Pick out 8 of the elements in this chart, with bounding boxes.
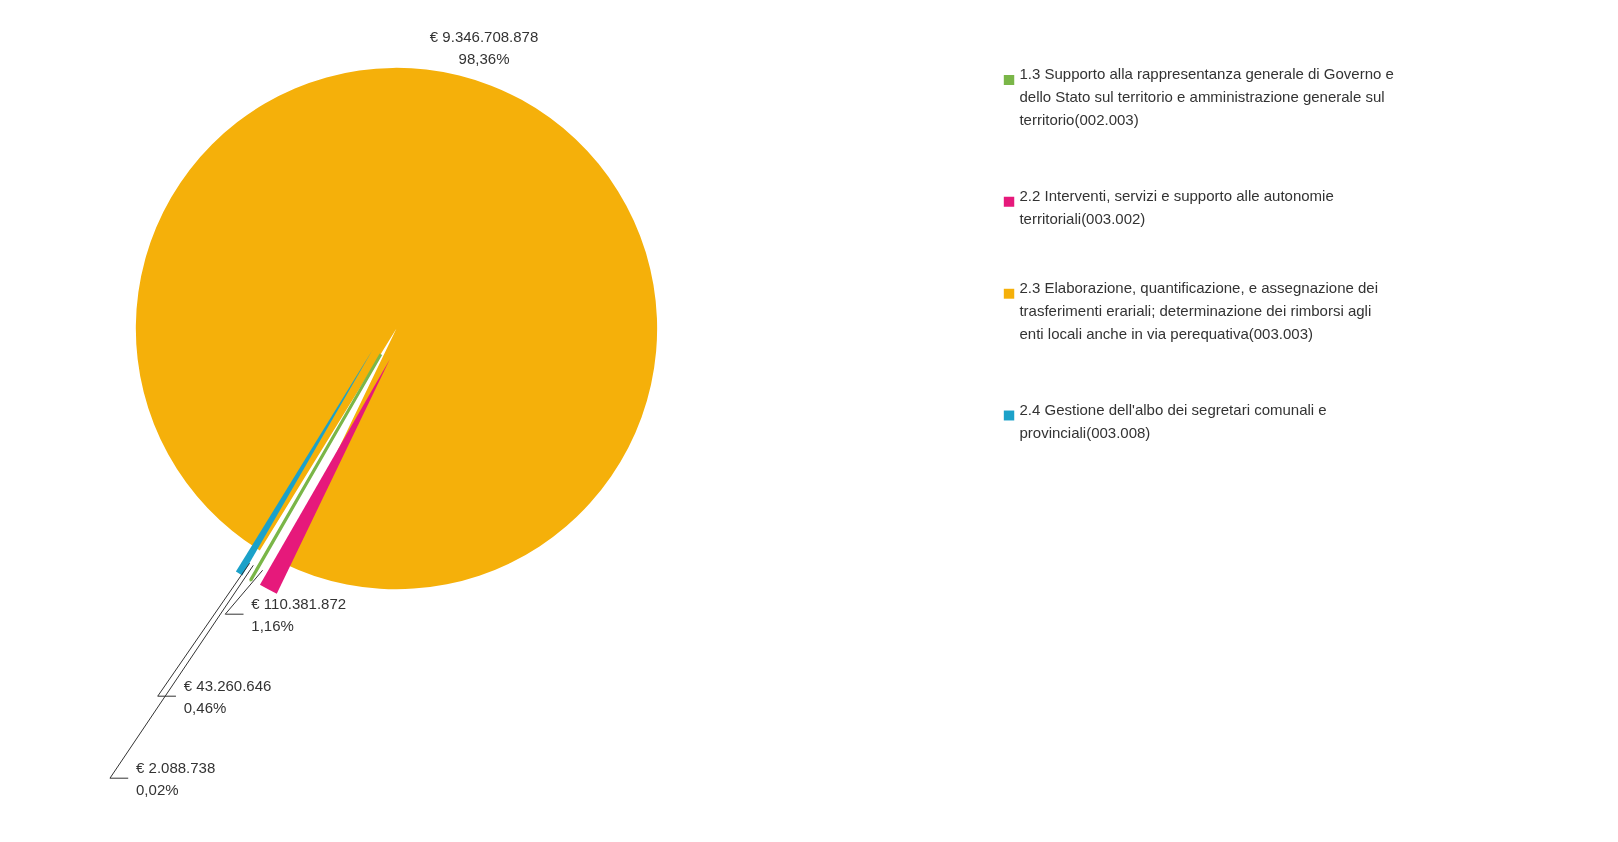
legend-label: 2.4 Gestione dell'albo dei segretari comunali e provinciali(003.008) <box>1019 400 1327 441</box>
data-label: € 9.346.708.878 98,36% <box>429 28 539 68</box>
data-label: € 110.381.872 1,16% <box>251 594 347 634</box>
data-label: € 43.260.646 0,46% <box>183 676 272 716</box>
data-label: € 2.088.738 0,02% <box>136 758 216 798</box>
legend-label: 2.2 Interventi, servizi e supporto alle autonomie territoriali(003.002) <box>1019 186 1334 227</box>
legend-label: 1.3 Supporto alla rappresentanza generale di Governo e dello Stato sul territorio e amministrazione generale sul territorio(002.003) <box>1019 65 1394 129</box>
legend-label: 2.3 Elaborazione, quantificazione, e assegnazione dei trasferimenti erariali; determinazione dei rimborsi agli enti locali anche in via perequativa(003.003) <box>1019 278 1379 342</box>
